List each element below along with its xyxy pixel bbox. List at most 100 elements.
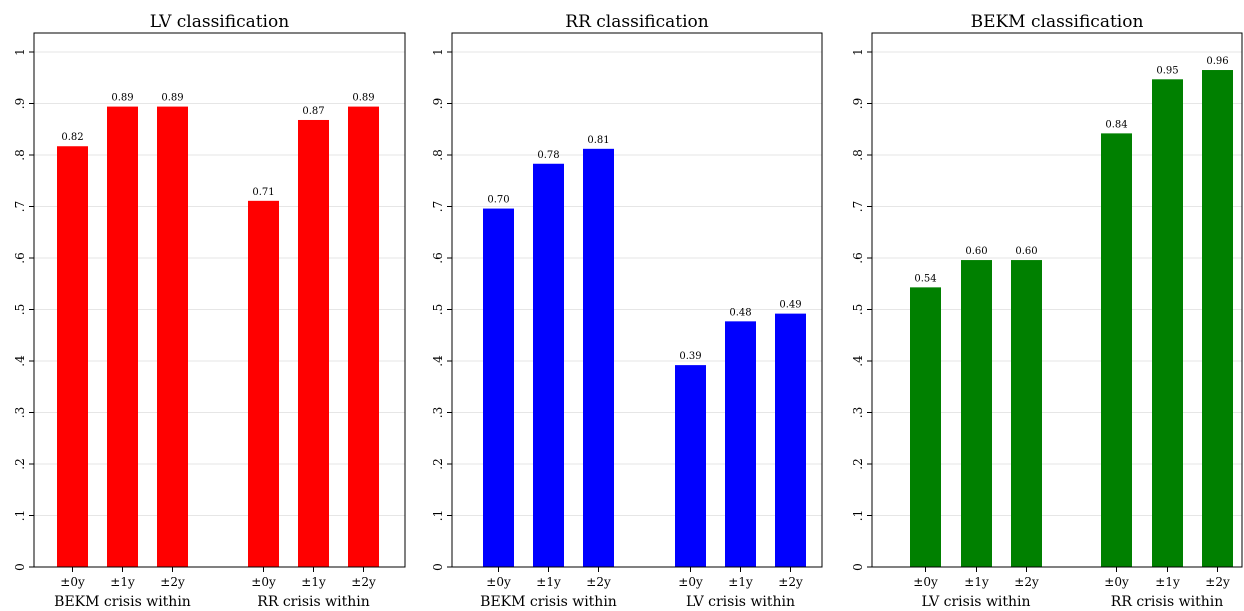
data-label: 0.81 xyxy=(587,135,609,146)
bar xyxy=(1202,70,1233,568)
y-tick-label: .3 xyxy=(851,407,865,418)
data-label: 0.49 xyxy=(779,300,801,311)
bar xyxy=(1152,79,1183,568)
category-label: ±2y xyxy=(1205,575,1230,589)
y-tick-label: .8 xyxy=(431,149,445,160)
category-label: ±0y xyxy=(486,575,511,589)
chart-panel-1: LV classification 0.82 ±0y 0.89 ±1y 0.89 ±2y BE… xyxy=(13,12,406,610)
data-label: 0.96 xyxy=(1206,56,1228,67)
y-tick-label: .6 xyxy=(431,252,445,263)
category-label: ±2y xyxy=(586,575,611,589)
group-label: BEKM crisis within xyxy=(480,594,617,610)
y-tick-label: .2 xyxy=(13,458,27,469)
bar xyxy=(910,287,941,567)
data-label: 0.87 xyxy=(302,106,324,117)
category-label: ±0y xyxy=(678,575,703,589)
data-label: 0.48 xyxy=(729,307,751,318)
bar xyxy=(1101,133,1132,567)
y-tick-label: .9 xyxy=(431,98,445,109)
data-label: 0.70 xyxy=(487,195,509,206)
bar xyxy=(961,260,992,567)
bar xyxy=(483,208,514,567)
y-tick-label: .5 xyxy=(851,304,865,315)
y-tick-label: .5 xyxy=(431,304,445,315)
category-label: ±1y xyxy=(536,575,561,589)
plot-frame xyxy=(871,32,1243,568)
category-label: ±1y xyxy=(301,575,326,589)
y-tick-label: .9 xyxy=(13,98,27,109)
plot-frame xyxy=(33,32,406,568)
category-label: ±1y xyxy=(964,575,989,589)
data-label: 0.95 xyxy=(1156,65,1178,76)
group-label: BEKM crisis within xyxy=(54,594,191,610)
y-tick-label: .8 xyxy=(851,149,865,160)
y-tick-label: .9 xyxy=(851,98,865,109)
y-tick-label: 0 xyxy=(13,563,27,571)
bar xyxy=(157,106,188,567)
data-label: 0.71 xyxy=(252,187,274,198)
group-label: LV crisis within xyxy=(921,594,1030,610)
group-label: LV crisis within xyxy=(686,594,795,610)
group-label: RR crisis within xyxy=(257,594,369,610)
data-label: 0.89 xyxy=(111,93,133,104)
y-tick-label: .7 xyxy=(13,201,27,212)
category-label: ±2y xyxy=(1014,575,1039,589)
y-tick-label: .1 xyxy=(851,510,865,521)
data-label: 0.60 xyxy=(1015,246,1037,257)
category-label: ±2y xyxy=(351,575,376,589)
y-tick-label: .8 xyxy=(13,149,27,160)
y-tick-label: 1 xyxy=(851,48,865,56)
y-tick-label: .1 xyxy=(13,510,27,521)
bar xyxy=(348,106,379,567)
category-label: ±0y xyxy=(1104,575,1129,589)
y-tick-label: .6 xyxy=(13,252,27,263)
y-tick-label: .7 xyxy=(851,201,865,212)
y-tick-label: .5 xyxy=(13,304,27,315)
bar xyxy=(533,163,564,567)
category-label: ±1y xyxy=(728,575,753,589)
plot-frame xyxy=(451,32,823,568)
category-label: ±1y xyxy=(110,575,135,589)
data-label: 0.39 xyxy=(679,351,701,362)
y-tick-label: .4 xyxy=(851,355,865,367)
bar xyxy=(298,119,329,567)
bar xyxy=(57,146,88,567)
category-label: ±2y xyxy=(160,575,185,589)
category-label: ±2y xyxy=(778,575,803,589)
y-tick-label: .4 xyxy=(431,355,445,367)
bar xyxy=(583,148,614,567)
data-label: 0.84 xyxy=(1105,119,1127,130)
y-tick-label: .3 xyxy=(431,407,445,418)
category-label: ±0y xyxy=(251,575,276,589)
bar xyxy=(248,200,279,567)
bar xyxy=(1011,260,1042,567)
category-label: ±0y xyxy=(913,575,938,589)
chart-panel-3: BEKM classification 0.54 ±0y 0.60 ±1y 0.60 ±2y… xyxy=(851,12,1243,610)
y-tick-label: .7 xyxy=(431,201,445,212)
chart-title: LV classification xyxy=(150,12,289,32)
y-tick-label: .1 xyxy=(431,510,445,521)
chart-title: RR classification xyxy=(565,12,708,32)
data-label: 0.54 xyxy=(914,273,936,284)
data-label: 0.60 xyxy=(965,246,987,257)
y-tick-label: .4 xyxy=(13,355,27,367)
category-label: ±0y xyxy=(60,575,85,589)
bar xyxy=(725,321,756,567)
bar xyxy=(775,313,806,567)
y-tick-label: 1 xyxy=(431,48,445,56)
category-label: ±1y xyxy=(1155,575,1180,589)
y-tick-label: .2 xyxy=(431,458,445,469)
y-tick-label: 1 xyxy=(13,48,27,56)
data-label: 0.89 xyxy=(161,93,183,104)
bar xyxy=(675,365,706,567)
bar xyxy=(107,106,138,567)
y-tick-label: 0 xyxy=(431,563,445,571)
y-tick-label: .6 xyxy=(851,252,865,263)
data-label: 0.78 xyxy=(537,150,559,161)
data-label: 0.89 xyxy=(352,93,374,104)
y-tick-label: .2 xyxy=(851,458,865,469)
chart-panel-2: RR classification0.70±0y0.78±1y0.81±2yBE… xyxy=(431,12,823,610)
y-tick-label: 0 xyxy=(851,563,865,571)
y-tick-label: .3 xyxy=(13,407,27,418)
